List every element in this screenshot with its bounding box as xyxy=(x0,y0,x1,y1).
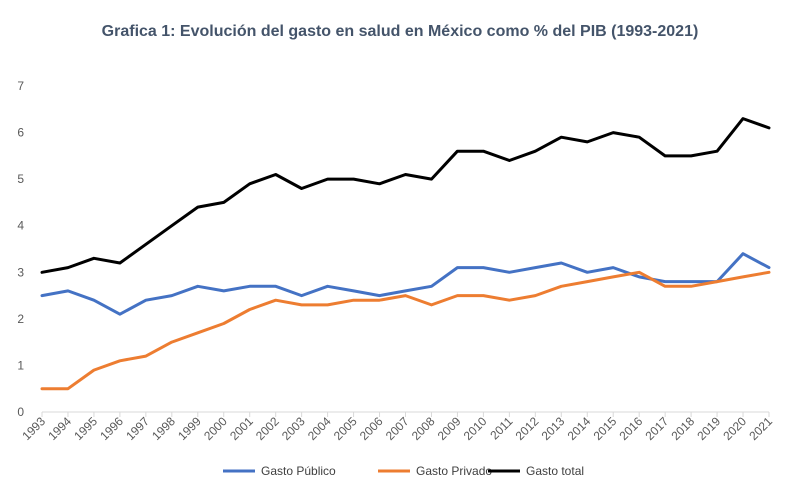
y-axis: 0 1 2 3 4 5 6 7 xyxy=(17,79,24,419)
y-tick-label: 1 xyxy=(17,358,24,372)
y-tick-label: 4 xyxy=(17,219,24,233)
y-tick-label: 2 xyxy=(17,312,24,326)
legend-label: Gasto Privado xyxy=(416,464,492,478)
series-layer xyxy=(40,117,771,391)
y-tick-label: 3 xyxy=(17,265,24,279)
y-tick-label: 6 xyxy=(17,126,24,140)
y-tick-label: 0 xyxy=(17,405,24,419)
legend: Gasto Público Gasto Privado Gasto total xyxy=(223,464,584,478)
series-line-2 xyxy=(40,270,771,391)
y-tick-label: 7 xyxy=(17,79,24,93)
legend-label: Gasto Público xyxy=(261,464,336,478)
y-tick-label: 5 xyxy=(17,172,24,186)
series-line-3 xyxy=(40,117,771,274)
chart-title: Grafica 1: Evolución del gasto en salud … xyxy=(102,23,699,40)
legend-label: Gasto total xyxy=(526,464,584,478)
